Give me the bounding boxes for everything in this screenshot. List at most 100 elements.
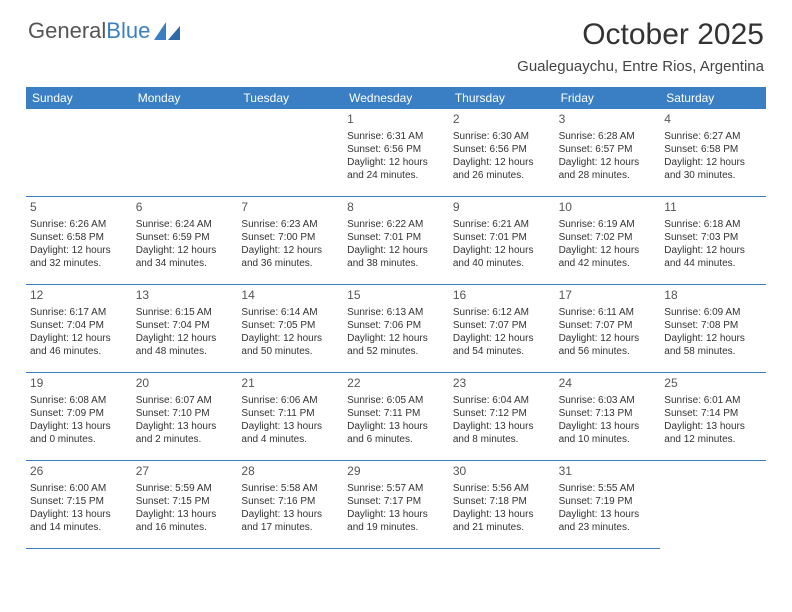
day-info: Sunrise: 6:11 AM Sunset: 7:07 PM Dayligh…: [559, 306, 657, 358]
day-info: Sunrise: 5:56 AM Sunset: 7:18 PM Dayligh…: [453, 482, 551, 534]
day-number: 3: [559, 112, 657, 128]
day-header-wednesday: Wednesday: [343, 87, 449, 109]
day-cell: 9 Sunrise: 6:21 AM Sunset: 7:01 PM Daylig…: [449, 197, 555, 285]
day-info: Sunrise: 6:24 AM Sunset: 6:59 PM Dayligh…: [136, 218, 234, 270]
day-number: 14: [241, 288, 339, 304]
header: GeneralBlue October 2025 Gualeguaychu, E…: [0, 0, 792, 79]
day-cell: 20 Sunrise: 6:07 AM Sunset: 7:10 PM Dayli…: [132, 373, 238, 461]
day-info: Sunrise: 6:05 AM Sunset: 7:11 PM Dayligh…: [347, 394, 445, 446]
day-number: 31: [559, 464, 657, 480]
day-cell: 18 Sunrise: 6:09 AM Sunset: 7:08 PM Dayli…: [660, 285, 766, 373]
day-cell: 16 Sunrise: 6:12 AM Sunset: 7:07 PM Dayli…: [449, 285, 555, 373]
day-cell: 2Sunrise: 6:30 AM Sunset: 6:56 PM Daylig…: [449, 109, 555, 197]
day-header-thursday: Thursday: [449, 87, 555, 109]
day-info: Sunrise: 6:03 AM Sunset: 7:13 PM Dayligh…: [559, 394, 657, 446]
day-info: Sunrise: 6:31 AM Sunset: 6:56 PM Dayligh…: [347, 130, 445, 182]
day-cell: 13 Sunrise: 6:15 AM Sunset: 7:04 PM Dayli…: [132, 285, 238, 373]
day-cell: 1 Sunrise: 6:31 AM Sunset: 6:56 PM Daylig…: [343, 109, 449, 197]
day-info: Sunrise: 6:06 AM Sunset: 7:11 PM Dayligh…: [241, 394, 339, 446]
day-info: Sunrise: 6:07 AM Sunset: 7:10 PM Dayligh…: [136, 394, 234, 446]
day-number: 8: [347, 200, 445, 216]
day-cell: 12Sunrise: 6:17 AM Sunset: 7:04 PM Dayli…: [26, 285, 132, 373]
day-header-saturday: Saturday: [660, 87, 766, 109]
day-cell: 5Sunrise: 6:26 AM Sunset: 6:58 PM Daylig…: [26, 197, 132, 285]
day-info: Sunrise: 5:59 AM Sunset: 7:15 PM Dayligh…: [136, 482, 234, 534]
day-info: Sunrise: 6:27 AM Sunset: 6:58 PM Dayligh…: [664, 130, 762, 182]
day-cell: 21 Sunrise: 6:06 AM Sunset: 7:11 PM Dayli…: [237, 373, 343, 461]
day-number: 5: [30, 200, 128, 216]
day-cell: 30 Sunrise: 5:56 AM Sunset: 7:18 PM Dayli…: [449, 461, 555, 549]
day-header-tuesday: Tuesday: [237, 87, 343, 109]
day-number: 25: [664, 376, 762, 392]
day-info: Sunrise: 6:23 AM Sunset: 7:00 PM Dayligh…: [241, 218, 339, 270]
day-cell: 10 Sunrise: 6:19 AM Sunset: 7:02 PM Dayli…: [555, 197, 661, 285]
day-cell: 6 Sunrise: 6:24 AM Sunset: 6:59 PM Daylig…: [132, 197, 238, 285]
day-number: 2: [453, 112, 551, 128]
day-number: 27: [136, 464, 234, 480]
day-number: 4: [664, 112, 762, 128]
day-number: 26: [30, 464, 128, 480]
day-cell: 23Sunrise: 6:04 AM Sunset: 7:12 PM Dayli…: [449, 373, 555, 461]
day-cell: 26Sunrise: 6:00 AM Sunset: 7:15 PM Dayli…: [26, 461, 132, 549]
day-header-monday: Monday: [132, 87, 238, 109]
day-cell: 11 Sunrise: 6:18 AM Sunset: 7:03 PM Dayli…: [660, 197, 766, 285]
day-cell: 27 Sunrise: 5:59 AM Sunset: 7:15 PM Dayli…: [132, 461, 238, 549]
day-info: Sunrise: 5:57 AM Sunset: 7:17 PM Dayligh…: [347, 482, 445, 534]
day-info: Sunrise: 6:21 AM Sunset: 7:01 PM Dayligh…: [453, 218, 551, 270]
day-number: 6: [136, 200, 234, 216]
brand-part1: General: [28, 18, 106, 44]
day-number: 7: [241, 200, 339, 216]
day-number: 20: [136, 376, 234, 392]
day-cell: 24Sunrise: 6:03 AM Sunset: 7:13 PM Dayli…: [555, 373, 661, 461]
day-info: Sunrise: 5:55 AM Sunset: 7:19 PM Dayligh…: [559, 482, 657, 534]
brand-part2: Blue: [106, 18, 150, 44]
day-number: 18: [664, 288, 762, 304]
day-number: 10: [559, 200, 657, 216]
title-block: October 2025 Gualeguaychu, Entre Rios, A…: [517, 18, 764, 75]
day-cell: 14Sunrise: 6:14 AM Sunset: 7:05 PM Dayli…: [237, 285, 343, 373]
day-number: 16: [453, 288, 551, 304]
brand-logo: GeneralBlue: [28, 18, 180, 44]
day-number: 21: [241, 376, 339, 392]
day-info: Sunrise: 6:19 AM Sunset: 7:02 PM Dayligh…: [559, 218, 657, 270]
day-cell: 15 Sunrise: 6:13 AM Sunset: 7:06 PM Dayli…: [343, 285, 449, 373]
day-number: 19: [30, 376, 128, 392]
day-number: 29: [347, 464, 445, 480]
day-number: 22: [347, 376, 445, 392]
day-cell: 17Sunrise: 6:11 AM Sunset: 7:07 PM Dayli…: [555, 285, 661, 373]
logo-sail-icon: [154, 22, 180, 40]
day-info: Sunrise: 6:01 AM Sunset: 7:14 PM Dayligh…: [664, 394, 762, 446]
calendar: SundayMondayTuesdayWednesdayThursdayFrid…: [26, 87, 766, 549]
day-cell: 31 Sunrise: 5:55 AM Sunset: 7:19 PM Dayli…: [555, 461, 661, 549]
day-info: Sunrise: 6:15 AM Sunset: 7:04 PM Dayligh…: [136, 306, 234, 358]
day-number: 30: [453, 464, 551, 480]
day-number: 11: [664, 200, 762, 216]
day-cell: 4 Sunrise: 6:27 AM Sunset: 6:58 PM Daylig…: [660, 109, 766, 197]
day-info: Sunrise: 6:08 AM Sunset: 7:09 PM Dayligh…: [30, 394, 128, 446]
day-cell: 29 Sunrise: 5:57 AM Sunset: 7:17 PM Dayli…: [343, 461, 449, 549]
day-cell: 28 Sunrise: 5:58 AM Sunset: 7:16 PM Dayli…: [237, 461, 343, 549]
day-info: Sunrise: 6:18 AM Sunset: 7:03 PM Dayligh…: [664, 218, 762, 270]
day-header-sunday: Sunday: [26, 87, 132, 109]
day-number: 15: [347, 288, 445, 304]
day-number: 13: [136, 288, 234, 304]
day-number: 28: [241, 464, 339, 480]
day-info: Sunrise: 5:58 AM Sunset: 7:16 PM Dayligh…: [241, 482, 339, 534]
day-header-row: SundayMondayTuesdayWednesdayThursdayFrid…: [26, 87, 766, 109]
day-cell: 22 Sunrise: 6:05 AM Sunset: 7:11 PM Dayli…: [343, 373, 449, 461]
blank-cell: [132, 109, 238, 197]
day-number: 9: [453, 200, 551, 216]
day-cell: 7 Sunrise: 6:23 AM Sunset: 7:00 PM Daylig…: [237, 197, 343, 285]
day-cell: 8Sunrise: 6:22 AM Sunset: 7:01 PM Daylig…: [343, 197, 449, 285]
blank-cell: [26, 109, 132, 197]
day-info: Sunrise: 6:09 AM Sunset: 7:08 PM Dayligh…: [664, 306, 762, 358]
day-info: Sunrise: 6:17 AM Sunset: 7:04 PM Dayligh…: [30, 306, 128, 358]
day-info: Sunrise: 6:04 AM Sunset: 7:12 PM Dayligh…: [453, 394, 551, 446]
calendar-grid: 1 Sunrise: 6:31 AM Sunset: 6:56 PM Daylig…: [26, 109, 766, 549]
day-info: Sunrise: 6:28 AM Sunset: 6:57 PM Dayligh…: [559, 130, 657, 182]
month-title: October 2025: [517, 18, 764, 52]
day-info: Sunrise: 6:13 AM Sunset: 7:06 PM Dayligh…: [347, 306, 445, 358]
day-info: Sunrise: 6:12 AM Sunset: 7:07 PM Dayligh…: [453, 306, 551, 358]
day-number: 1: [347, 112, 445, 128]
location-label: Gualeguaychu, Entre Rios, Argentina: [517, 58, 764, 75]
